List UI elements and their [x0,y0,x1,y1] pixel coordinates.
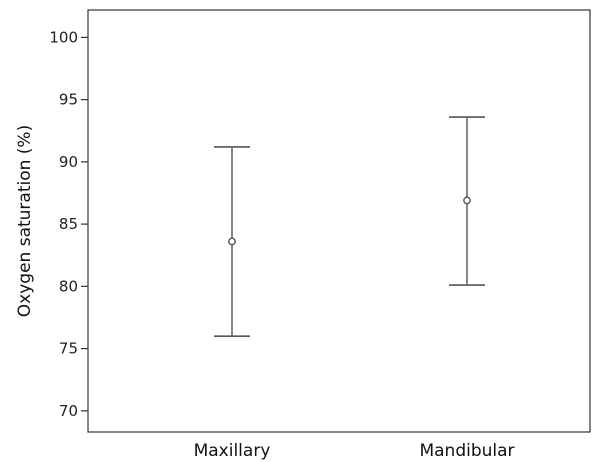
plot-frame [87,9,591,433]
y-tick-label: 70 [59,402,78,420]
y-tick-label: 90 [59,153,78,171]
x-category-label: Maxillary [194,441,271,461]
mean-point [463,196,471,205]
chart-marks [214,116,485,337]
y-tick-label: 100 [49,28,78,46]
y-tick-label: 75 [59,340,78,358]
y-axis-title: Oxygen saturation (%) [15,125,35,317]
y-tick-label: 80 [59,277,78,295]
y-tick-label: 95 [59,91,78,109]
x-axis: Maxillary Mandibular [194,441,515,461]
x-category-label: Mandibular [419,441,514,461]
y-axis: 70 75 80 85 90 95 100 [49,28,88,420]
mean-point [228,237,236,246]
y-tick-label: 85 [59,215,78,233]
